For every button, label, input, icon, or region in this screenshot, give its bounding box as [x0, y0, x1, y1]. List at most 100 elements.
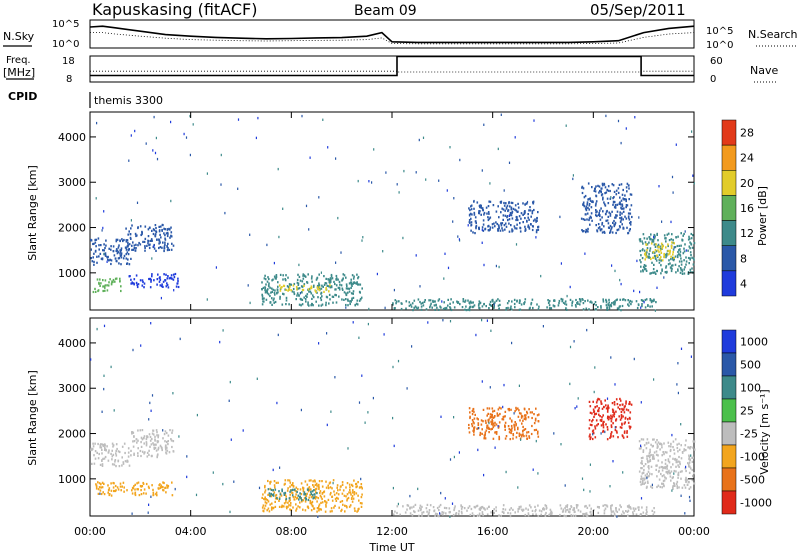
heatmap-cell: [148, 453, 150, 456]
heatmap-cell: [630, 193, 633, 196]
heatmap-cell: [645, 513, 648, 516]
heatmap-cell: [672, 258, 674, 261]
heatmap-cell: [477, 448, 479, 452]
heatmap-cell: [628, 198, 630, 201]
heatmap-cell: [301, 114, 303, 118]
heatmap-cell: [151, 229, 153, 232]
heatmap-cell: [675, 461, 678, 464]
heatmap-cell: [264, 504, 267, 507]
heatmap-cell: [499, 229, 502, 232]
heatmap-cell: [206, 172, 208, 175]
heatmap-cell: [677, 268, 679, 271]
heatmap-cell: [537, 472, 539, 475]
heatmap-cell: [679, 463, 681, 466]
heatmap-cell: [275, 277, 277, 280]
heatmap-cell: [510, 201, 513, 204]
heatmap-cell: [130, 134, 132, 137]
heatmap-cell: [545, 511, 547, 515]
heatmap-cell: [351, 298, 353, 301]
heatmap-cell: [629, 193, 632, 196]
heatmap-cell: [664, 476, 666, 479]
heatmap-cell: [607, 202, 610, 205]
heatmap-cell: [523, 212, 526, 215]
heatmap-cell: [603, 420, 605, 423]
heatmap-cell: [393, 288, 395, 292]
heatmap-cell: [584, 300, 586, 303]
heatmap-cell: [317, 296, 319, 299]
heatmap-cell: [639, 240, 641, 243]
heatmap-cell: [523, 408, 526, 411]
heatmap-cell: [436, 506, 439, 510]
heatmap-cell: [586, 218, 588, 221]
heatmap-cell: [643, 468, 645, 472]
heatmap-cell: [318, 503, 321, 506]
heatmap-cell: [298, 303, 301, 306]
heatmap-cell: [596, 399, 599, 402]
heatmap-cell: [300, 499, 303, 502]
heatmap-cell: [668, 259, 670, 262]
heatmap-cell: [224, 211, 226, 215]
heatmap-cell: [352, 277, 355, 280]
heatmap-cell: [604, 504, 606, 507]
heatmap-cell: [90, 248, 92, 251]
heatmap-cell: [125, 227, 127, 230]
heatmap-cell: [665, 256, 667, 259]
heatmap-cell: [468, 505, 471, 508]
heatmap-cell: [603, 406, 605, 409]
heatmap-cell: [277, 291, 279, 294]
heatmap-cell: [440, 513, 442, 516]
heatmap-cell: [94, 450, 97, 453]
heatmap-cell: [98, 486, 101, 489]
heatmap-cell: [481, 241, 483, 244]
heatmap-cell: [607, 406, 609, 409]
heatmap-cell: [404, 511, 407, 514]
heatmap-cell: [348, 287, 351, 290]
heatmap-cell: [597, 511, 600, 514]
heatmap-cell: [597, 423, 599, 426]
heatmap-cell: [639, 290, 641, 294]
heatmap-cell: [520, 212, 523, 215]
heatmap-cell: [165, 273, 167, 276]
heatmap-cell: [611, 408, 614, 411]
heatmap-cell: [594, 406, 596, 409]
heatmap-cell: [268, 492, 271, 495]
heatmap-cell: [655, 450, 658, 453]
heatmap-cell: [308, 228, 310, 231]
heatmap-cell: [619, 408, 621, 411]
y-tick-label: 2000: [58, 222, 86, 235]
heatmap-cell: [338, 280, 341, 283]
heatmap-cell: [667, 458, 670, 461]
heatmap-cell: [473, 433, 475, 436]
heatmap-cell: [688, 262, 690, 265]
heatmap-cell: [159, 483, 161, 486]
heatmap-cell: [91, 260, 94, 263]
heatmap-cell: [304, 500, 307, 503]
heatmap-cell: [688, 461, 691, 464]
heatmap-cell: [130, 278, 132, 281]
heatmap-cell: [473, 514, 475, 517]
heatmap-cell: [640, 446, 642, 449]
heatmap-cell: [510, 431, 512, 435]
heatmap-cell: [351, 274, 354, 277]
heatmap-cell: [468, 407, 471, 410]
heatmap-cell: [138, 241, 140, 245]
heatmap-cell: [137, 481, 140, 484]
heatmap-cell: [645, 269, 648, 272]
heatmap-cell: [522, 508, 525, 511]
heatmap-cell: [689, 467, 692, 470]
heatmap-cell: [95, 238, 98, 241]
heatmap-cell: [465, 309, 468, 312]
heatmap-cell: [656, 270, 658, 273]
heatmap-cell: [588, 427, 591, 430]
heatmap-cell: [141, 429, 144, 432]
heatmap-cell: [518, 412, 521, 415]
heatmap-cell: [148, 277, 150, 281]
heatmap-cell: [670, 442, 672, 445]
heatmap-cell: [108, 247, 110, 250]
heatmap-cell: [329, 298, 331, 301]
heatmap-cell: [352, 282, 354, 285]
heatmap-cell: [672, 463, 674, 466]
heatmap-cell: [101, 229, 103, 232]
heatmap-cell: [565, 303, 568, 306]
heatmap-cell: [571, 304, 573, 307]
